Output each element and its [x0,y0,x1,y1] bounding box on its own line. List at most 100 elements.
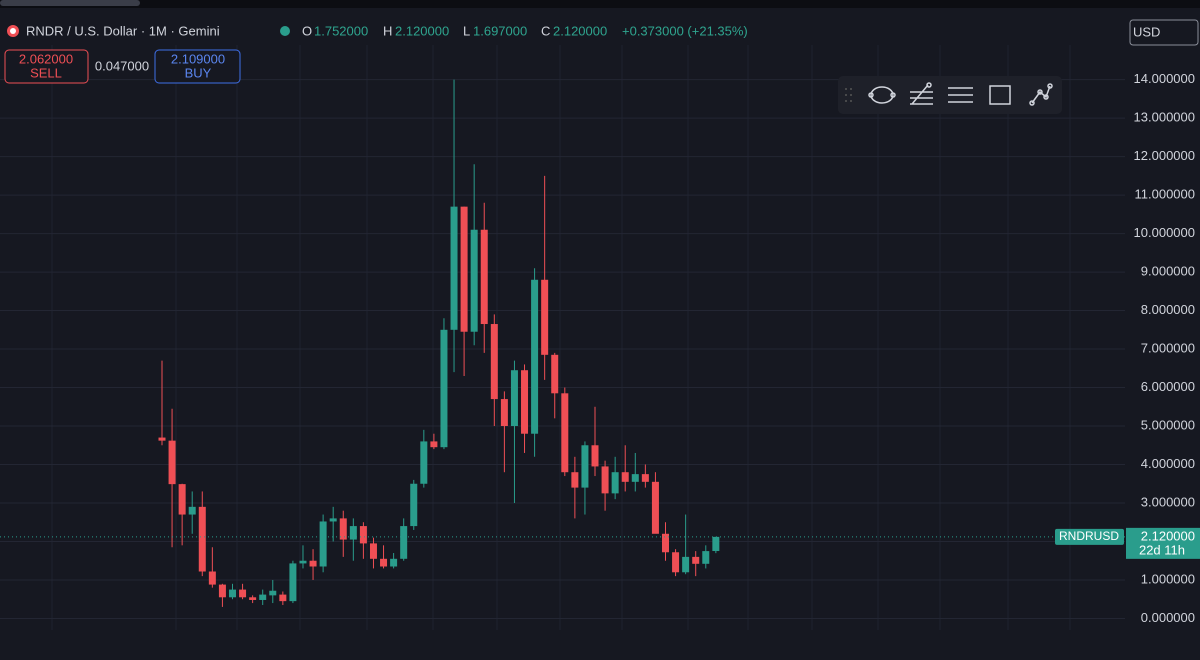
y-tick-label: 10.000000 [1134,225,1195,240]
candle-body [682,556,690,573]
symbol-tag-box [1055,528,1124,545]
symbol-icon-inner [10,28,16,34]
candle-body [349,526,357,540]
candle-body [208,571,216,585]
candle-body [601,466,609,494]
buy-label: BUY [185,65,212,80]
vertical-grid [51,45,1071,630]
candle-body [480,229,488,325]
candle-body [279,594,287,602]
change: +0.373000 (+21.35%) [622,23,748,38]
candle-body [470,229,478,332]
candle-body [269,590,277,596]
candle-body [631,474,639,482]
candle-body [561,393,569,473]
l-value: 1.697000 [473,23,527,38]
tool-ellipse[interactable] [868,86,896,104]
tab[interactable] [0,0,140,6]
candle-body [712,536,720,552]
candle-body [359,526,367,544]
symbol-title: RNDR / U.S. Dollar · 1M · Gemini [26,23,220,38]
y-tick-label: 5.000000 [1141,417,1195,432]
currency: USD [1133,24,1160,39]
candle-body [521,370,529,434]
candle-body [309,560,317,567]
h-label: H [383,23,392,38]
currency-button[interactable] [1129,19,1199,46]
candle-body [621,472,629,482]
candle-body [662,533,669,553]
candle-body [702,551,710,564]
c-label: C [541,23,550,38]
sell-label: SELL [30,65,62,80]
candle-body [692,556,700,564]
candle-body [571,472,579,488]
candle-body [460,206,468,332]
tool-path[interactable] [1029,83,1053,106]
candle-body [228,589,236,598]
y-tick-label: 1.000000 [1141,571,1195,586]
y-tick-label: 7.000000 [1141,340,1195,355]
candle-body [551,354,559,394]
candle-body [299,560,307,564]
y-tick-label: 11.000000 [1135,187,1196,202]
candle-body [500,399,508,427]
candle-body [339,518,347,540]
candle-body [641,474,649,482]
h-value: 2.120000 [395,23,449,38]
sell-button[interactable] [4,49,89,84]
candle-body [168,440,176,485]
candle-body [380,558,388,567]
o-label: O [302,23,312,38]
candle-body [369,543,377,559]
candle-body [420,441,428,484]
buy-button[interactable] [154,49,241,84]
candle-body [218,584,226,598]
candle-body [541,279,549,355]
candle-body [440,329,448,448]
spread: 0.047000 [95,58,149,73]
candle-body [531,279,539,434]
y-tick-label: 13.000000 [1134,110,1195,125]
candle-body [430,441,438,448]
candle-body [249,597,257,600]
l-label: L [463,23,470,38]
last-price-box [1126,527,1200,559]
candle-body [611,472,619,494]
y-tick-label: 6.000000 [1141,379,1195,394]
tool-fib[interactable] [910,82,933,105]
tool-rect[interactable] [989,85,1011,105]
candle-body [591,445,599,467]
y-tick-label: 3.000000 [1141,494,1195,509]
symbol-tag: RNDRUSD [1059,529,1119,543]
candle-body [198,506,206,572]
drawing-toolbar [838,76,1062,114]
top-bar [0,0,1200,8]
candle-body [259,594,267,600]
y-tick-label: 14.000000 [1134,71,1195,86]
sell-price: 2.062000 [19,51,73,66]
candle-body [510,370,518,427]
candle-body [158,437,166,441]
y-tick-label: 0.000000 [1141,610,1195,625]
countdown: 22d 11h [1139,542,1185,557]
y-tick-label: 8.000000 [1141,302,1195,317]
c-value: 2.120000 [553,23,607,38]
tool-lines[interactable] [948,87,973,103]
candle-body [450,206,458,330]
status-dot [280,26,290,36]
candle-body [329,518,337,522]
candle-body [490,324,498,400]
y-tick-label: 9.000000 [1141,264,1195,279]
candle-body [239,589,247,598]
last-price-label: 2.120000 [1141,528,1195,543]
candle-body [319,521,327,567]
o-value: 1.752000 [314,23,368,38]
y-tick-label: 12.000000 [1134,148,1195,163]
candle-body [410,483,418,527]
candle-body [400,526,408,559]
candle-body [178,484,186,515]
candle-body [651,481,659,534]
buy-price: 2.109000 [171,51,225,66]
